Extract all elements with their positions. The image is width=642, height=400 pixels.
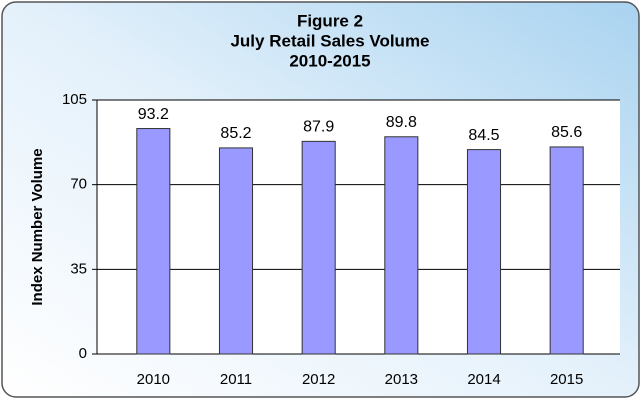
data-label: 84.5	[468, 127, 499, 144]
x-tick-label: 2012	[302, 371, 335, 388]
y-tick-label: 0	[79, 345, 87, 362]
bar	[549, 146, 584, 355]
bar	[218, 147, 254, 355]
bar	[301, 140, 336, 355]
data-label: 85.2	[220, 125, 251, 142]
data-label: 85.6	[551, 124, 582, 141]
chart-title: Figure 2	[297, 11, 363, 30]
bar	[136, 128, 171, 355]
bar	[466, 149, 502, 355]
x-tick-label: 2013	[385, 371, 418, 388]
chart-title: 2010-2015	[289, 51, 370, 70]
data-label: 89.8	[386, 114, 417, 131]
y-tick-label: 35	[70, 260, 87, 277]
x-tick-label: 2015	[550, 371, 583, 388]
y-tick-label: 70	[70, 176, 87, 193]
x-tick-label: 2010	[137, 371, 170, 388]
chart-title: July Retail Sales Volume	[230, 31, 429, 50]
x-tick-label: 2011	[220, 371, 252, 388]
data-label: 87.9	[303, 119, 334, 136]
bar	[384, 136, 419, 355]
data-label: 93.2	[138, 106, 169, 123]
y-tick-label: 105	[62, 91, 87, 108]
plot-area	[97, 100, 620, 354]
x-tick-label: 2014	[467, 371, 500, 388]
y-axis-title: Index Number Volume	[29, 148, 46, 305]
